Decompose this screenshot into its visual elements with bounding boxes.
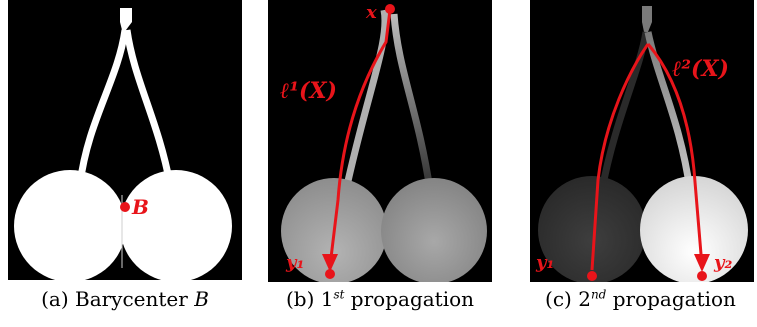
arrowhead bbox=[322, 254, 338, 272]
panel-c-image: ℓ²(X) y₁ y₂ bbox=[530, 0, 754, 282]
propagation-path-left bbox=[590, 43, 650, 271]
end-point bbox=[325, 269, 335, 279]
source-point bbox=[385, 4, 395, 14]
stem-branch-left bbox=[76, 29, 129, 185]
caption-c: (c) 2nd propagation bbox=[545, 287, 736, 311]
panel-a-image: B bbox=[8, 0, 242, 280]
panel-c: ℓ²(X) y₁ y₂ bbox=[530, 0, 754, 282]
curve-label: ℓ¹(X) bbox=[280, 78, 337, 104]
end-label-1: y₁ bbox=[535, 252, 554, 273]
fruit-right bbox=[381, 178, 487, 282]
barycenter-point bbox=[120, 202, 130, 212]
panel-a: B bbox=[8, 0, 242, 280]
propagation-path bbox=[328, 9, 392, 267]
panel-b: x ℓ¹(X) y₁ bbox=[268, 0, 492, 282]
fruit-right bbox=[120, 170, 232, 280]
stem-branch-right bbox=[123, 29, 174, 185]
panel-b-image: x ℓ¹(X) y₁ bbox=[268, 0, 492, 282]
caption-b: (b) 1st propagation bbox=[285, 287, 475, 311]
end-label-2: y₂ bbox=[713, 252, 732, 273]
fruit-left bbox=[538, 176, 646, 282]
source-label: x bbox=[365, 2, 377, 23]
fruit-right bbox=[640, 176, 748, 282]
end-point-1 bbox=[587, 271, 597, 281]
stem bbox=[642, 6, 652, 32]
caption-a: (a) Barycenter B bbox=[41, 287, 209, 311]
stem bbox=[120, 8, 132, 30]
propagation-path-right bbox=[646, 43, 704, 267]
fruit-left bbox=[14, 170, 126, 280]
end-label: y₁ bbox=[285, 252, 304, 273]
end-point-2 bbox=[697, 271, 707, 281]
curve-label: ℓ²(X) bbox=[672, 56, 729, 82]
arrowhead bbox=[694, 254, 710, 272]
barycenter-label: B bbox=[131, 195, 149, 219]
